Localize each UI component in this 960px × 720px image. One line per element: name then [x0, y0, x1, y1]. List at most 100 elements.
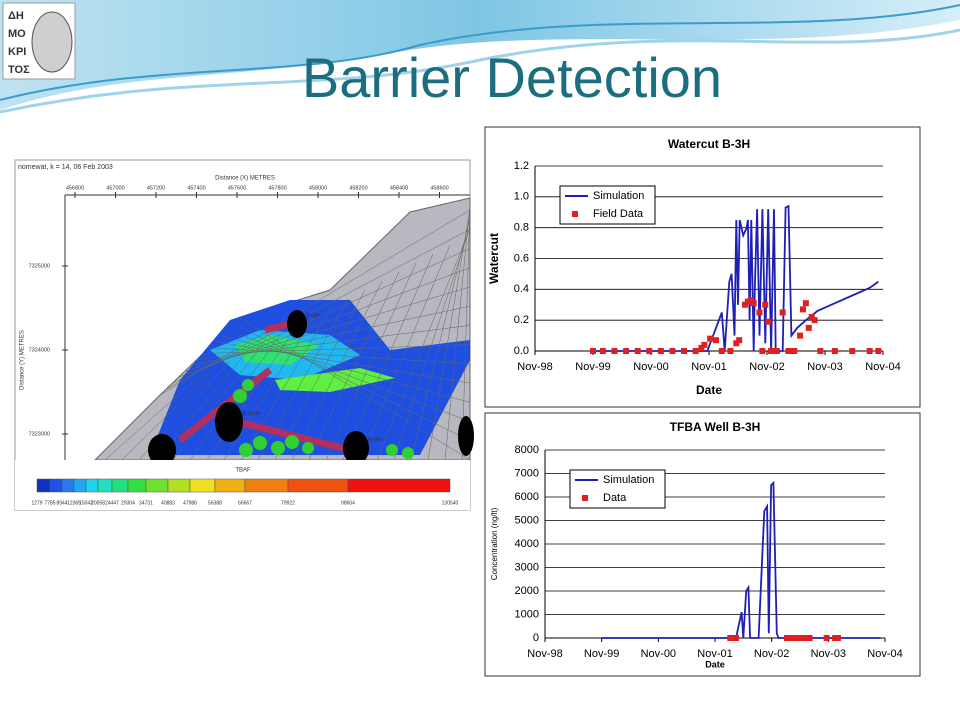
legend-swatch — [97, 478, 113, 493]
point — [701, 341, 708, 348]
x-axis-label: Date — [696, 383, 722, 397]
point — [785, 348, 792, 354]
legend-swatch — [111, 478, 129, 493]
map-image: nomewat, k = 14, 06 Feb 2003 Distance (X… — [14, 159, 474, 511]
point — [712, 337, 719, 344]
map-x-axis-label: Distance (X) METRES — [215, 176, 275, 182]
legend-label: 12365 — [67, 500, 81, 506]
y-axis-label: Concentration (ng/lt) — [490, 507, 499, 580]
legend-swatch — [145, 478, 169, 493]
y-tick-label: 1.2 — [514, 160, 529, 172]
map-x-label: 457600 — [228, 185, 246, 191]
point — [817, 348, 824, 354]
point — [646, 348, 653, 354]
x-tick-label: Nov-04 — [867, 648, 902, 660]
map-legend-title: TBAF — [235, 468, 251, 474]
grid-line — [359, 244, 451, 461]
point — [756, 309, 763, 316]
legend-swatch — [127, 478, 147, 493]
point — [750, 300, 757, 307]
well-label: B-3H — [306, 314, 320, 320]
point — [831, 348, 838, 354]
grid-line — [172, 343, 264, 461]
point — [802, 300, 809, 307]
well — [343, 431, 369, 465]
x-tick-label: Nov-00 — [633, 361, 668, 373]
legend-swatch — [244, 478, 289, 493]
grid-lines — [104, 204, 471, 461]
grid-line — [227, 329, 471, 422]
grid-line — [215, 341, 471, 384]
map-x-label: 458600 — [430, 185, 448, 191]
grid-line — [159, 209, 471, 396]
point — [741, 301, 748, 308]
map-x-label: 458400 — [390, 185, 408, 191]
point — [634, 348, 641, 354]
y-tick-label: 3000 — [515, 561, 539, 573]
map-y-label: 7324000 — [29, 347, 50, 353]
point — [797, 332, 804, 339]
point — [669, 348, 676, 354]
point — [805, 324, 812, 331]
logo-text: ΔΗ — [8, 10, 24, 22]
logo-text: ΤΟΣ — [8, 64, 30, 76]
map-x-label: 457200 — [147, 185, 165, 191]
grid-line — [104, 379, 196, 461]
point — [768, 348, 775, 354]
charts: Watercut B-3H 0.0 0.2 0.4 0.6 0.8 1.0 1.2 Nov-98… — [484, 126, 921, 677]
y-tick-label: 0.2 — [514, 314, 529, 326]
map-x-label: 457400 — [187, 185, 205, 191]
point — [849, 348, 856, 354]
logo: ΔΗ ΜΟ ΚΡΙ ΤΟΣ — [2, 2, 76, 80]
grid-line — [203, 344, 471, 354]
grid-line — [233, 323, 471, 441]
y-tick-label: 0.0 — [514, 345, 529, 357]
logo-bust — [31, 11, 73, 73]
legend-swatch — [582, 495, 588, 501]
legend-label: Simulation — [593, 190, 644, 202]
y-tick-label: 0.4 — [514, 283, 529, 295]
legend-swatch — [61, 478, 75, 493]
point — [779, 309, 786, 316]
chart-frame — [484, 412, 921, 677]
grid-line — [376, 235, 468, 461]
point — [727, 348, 734, 354]
x-tick-label: Nov-02 — [754, 648, 789, 660]
map-x-label: 457000 — [106, 185, 124, 191]
grid-line — [325, 262, 417, 461]
legend-label: 29304 — [121, 500, 135, 506]
point — [791, 348, 798, 354]
point — [747, 297, 754, 304]
map-x-label: 458000 — [309, 185, 327, 191]
point — [789, 635, 796, 641]
well — [287, 310, 307, 338]
y-tick-label: 4000 — [515, 538, 539, 550]
y-tick-label: 1000 — [515, 608, 539, 620]
x-tick-label: Nov-03 — [807, 361, 842, 373]
map-x-label: 456800 — [66, 185, 84, 191]
legend-swatch — [73, 478, 87, 493]
grid-line — [240, 307, 332, 461]
grid-line — [184, 286, 471, 372]
grid-line — [209, 347, 471, 365]
legend-swatch — [347, 478, 451, 493]
x-tick-label: Nov-03 — [811, 648, 846, 660]
legend-swatch — [167, 478, 191, 493]
tracer-points — [233, 379, 414, 459]
point — [732, 635, 739, 641]
map-y-axis-label: Distance (Y) METRES — [20, 330, 26, 390]
point — [707, 335, 714, 342]
point — [806, 635, 813, 641]
point — [773, 348, 780, 354]
point — [834, 635, 841, 641]
header-curve — [0, 4, 960, 101]
point — [808, 314, 815, 321]
x-tick-label: Nov-98 — [517, 361, 552, 373]
grid-line — [196, 325, 471, 360]
well — [215, 402, 243, 442]
grid-line — [410, 217, 471, 461]
chart-title: TFBA Well B-3H — [670, 420, 761, 434]
map-x-label: 457800 — [268, 185, 286, 191]
